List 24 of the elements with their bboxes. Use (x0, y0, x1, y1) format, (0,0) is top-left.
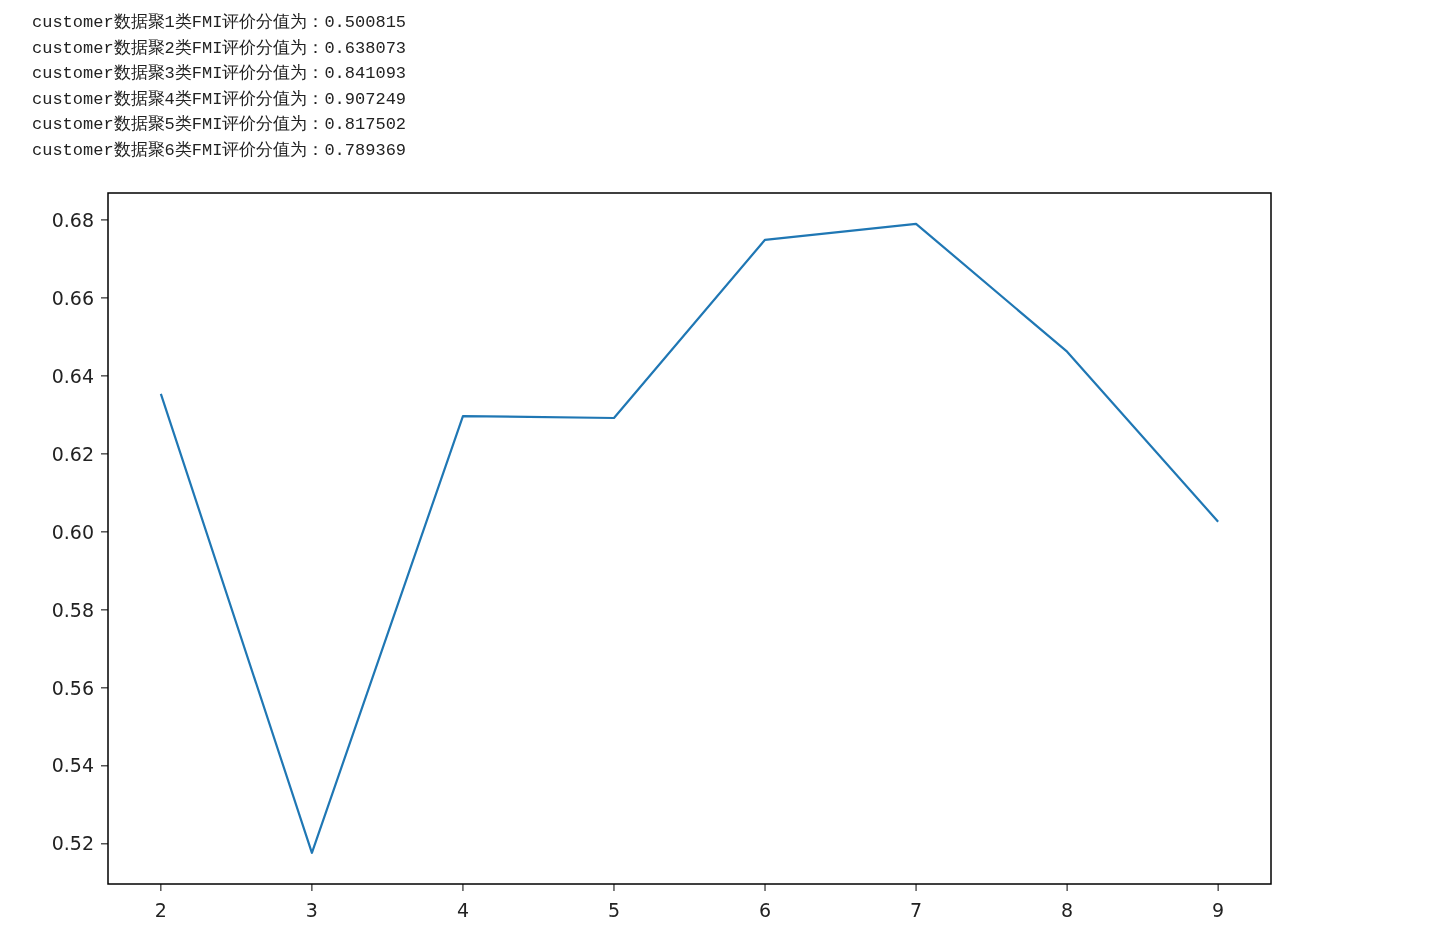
text: customer数据聚2类FMI评价分值为：0.638073 (32, 38, 407, 58)
text: customer数据聚5类FMI评价分值为：0.817502 (32, 115, 407, 135)
x-tick-label: 8 (1061, 899, 1074, 921)
y-tick-label: 0.68 (51, 208, 94, 231)
text: customer数据聚4类FMI评价分值为：0.907249 (32, 89, 407, 109)
text: customer数据聚1类FMI评价分值为：0.500815 (32, 13, 407, 32)
y-tick-label: 0.52 (51, 832, 94, 855)
line-series (159, 222, 1220, 854)
text: customer数据聚6类FMI评价分值为：0.789369 (32, 141, 407, 160)
x-tick-label: 9 (1212, 899, 1225, 921)
y-tick-label: 0.62 (51, 442, 94, 465)
x-tick-label: 7 (910, 899, 923, 921)
text: customer数据聚3类FMI评价分值为：0.841093 (32, 64, 407, 84)
y-tick-label: 0.54 (51, 754, 94, 777)
y-tick-label: 0.56 (51, 676, 94, 699)
y-tick-label: 0.60 (51, 520, 94, 543)
y-tick-label: 0.64 (51, 364, 94, 387)
x-tick-label: 6 (758, 899, 772, 921)
y-tick-label: 0.66 (51, 286, 94, 309)
x-tick-label: 2 (154, 899, 167, 921)
x-tick-label: 5 (607, 899, 621, 921)
y-tick-label: 0.58 (51, 598, 94, 621)
x-tick-label: 4 (456, 899, 469, 921)
x-tick-label: 3 (305, 899, 318, 921)
